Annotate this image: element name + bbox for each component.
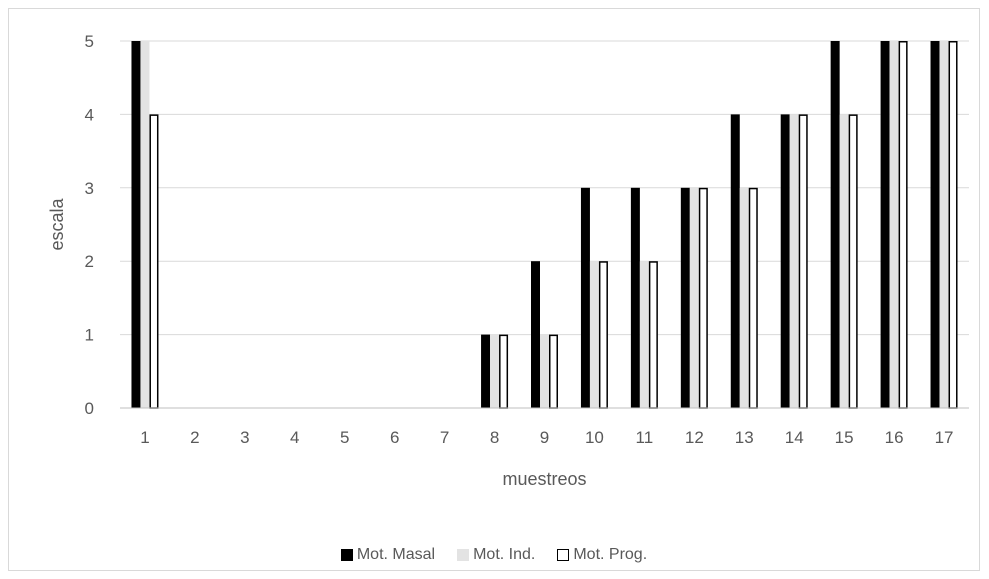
- bar-mot-ind: [689, 187, 699, 408]
- x-tick-label: 13: [735, 428, 754, 447]
- y-tick-label: 4: [85, 105, 94, 124]
- y-tick-label: 1: [85, 326, 94, 345]
- bar-mot-prog: [549, 334, 558, 409]
- x-tick-label: 14: [785, 428, 804, 447]
- bar-mot-prog: [948, 41, 958, 409]
- bar-mot-masal: [131, 41, 141, 408]
- x-tick-label: 9: [540, 428, 549, 447]
- legend-label: Mot. Ind.: [473, 546, 536, 563]
- bar-mot-ind: [140, 41, 150, 408]
- bar-mot-masal: [680, 187, 690, 408]
- bar-mot-prog: [499, 334, 509, 409]
- bar-mot-ind: [839, 114, 849, 409]
- bar-mot-ind: [939, 41, 949, 408]
- legend-item: Mot. Ind.: [457, 546, 535, 564]
- bar-mot-masal: [830, 41, 840, 408]
- x-tick-label: 15: [835, 428, 854, 447]
- bar-mot-ind: [889, 41, 899, 408]
- bar-mot-prog: [798, 114, 808, 409]
- y-tick-label: 3: [85, 179, 94, 198]
- x-tick-label: 16: [885, 428, 904, 447]
- x-tick-label: 8: [490, 428, 499, 447]
- legend-swatch: [557, 549, 570, 561]
- y-tick-label: 2: [85, 252, 94, 271]
- bar-mot-ind: [490, 334, 500, 408]
- x-tick-label: 17: [935, 428, 954, 447]
- bar-mot-prog: [898, 41, 908, 409]
- bar-mot-ind: [739, 187, 749, 408]
- legend-item: Mot. Prog.: [557, 546, 647, 564]
- bar-mot-ind: [789, 114, 799, 409]
- x-tick-label: 1: [140, 428, 149, 447]
- bar-mot-ind: [589, 261, 599, 408]
- legend-label: Mot. Masal: [356, 546, 436, 563]
- bar-mot-masal: [630, 187, 640, 408]
- bar-mot-prog: [648, 261, 658, 409]
- bar-mot-ind: [540, 334, 549, 408]
- bar-mot-prog: [848, 114, 858, 409]
- x-tick-label: 3: [240, 428, 249, 447]
- x-tick-label: 5: [340, 428, 349, 447]
- x-tick-label: 7: [440, 428, 449, 447]
- bar-mot-masal: [730, 114, 740, 409]
- bars: [131, 41, 958, 409]
- bar-mot-masal: [930, 41, 940, 408]
- bar-mot-masal: [780, 114, 790, 409]
- y-tick-label: 0: [85, 399, 94, 418]
- bar-mot-prog: [748, 187, 758, 409]
- bar-mot-masal: [580, 187, 590, 408]
- x-tick-label: 2: [190, 428, 199, 447]
- x-tick-label: 6: [390, 428, 399, 447]
- bar-mot-masal: [880, 41, 890, 408]
- bar-mot-prog: [598, 261, 608, 409]
- x-axis-ticks: 1 2 3 4 5 6 7 8 9 10 11 12 13 14 15 16 17: [140, 428, 953, 447]
- legend-item: Mot. Masal: [340, 546, 436, 564]
- gridlines: [120, 40, 969, 336]
- x-tick-label: 4: [290, 428, 299, 447]
- y-tick-label: 5: [85, 32, 94, 51]
- legend-swatch: [340, 549, 353, 561]
- bar-mot-prog: [149, 114, 159, 409]
- bar-mot-prog: [698, 187, 708, 409]
- legend-swatch: [457, 549, 470, 561]
- bar-mot-ind: [639, 261, 649, 408]
- bar-mot-masal: [531, 261, 540, 408]
- x-axis-title: muestreos: [502, 469, 586, 489]
- legend-label: Mot. Prog.: [573, 546, 648, 563]
- x-tick-label: 11: [636, 428, 654, 447]
- x-tick-label: 10: [585, 428, 604, 447]
- bar-mot-masal: [481, 334, 491, 408]
- y-axis-title: escala: [47, 197, 67, 250]
- x-tick-label: 12: [685, 428, 704, 447]
- y-axis-ticks: 0 1 2 3 4 5: [85, 32, 94, 418]
- legend: Mot. Masal Mot. Ind. Mot. Prog.: [9, 543, 979, 567]
